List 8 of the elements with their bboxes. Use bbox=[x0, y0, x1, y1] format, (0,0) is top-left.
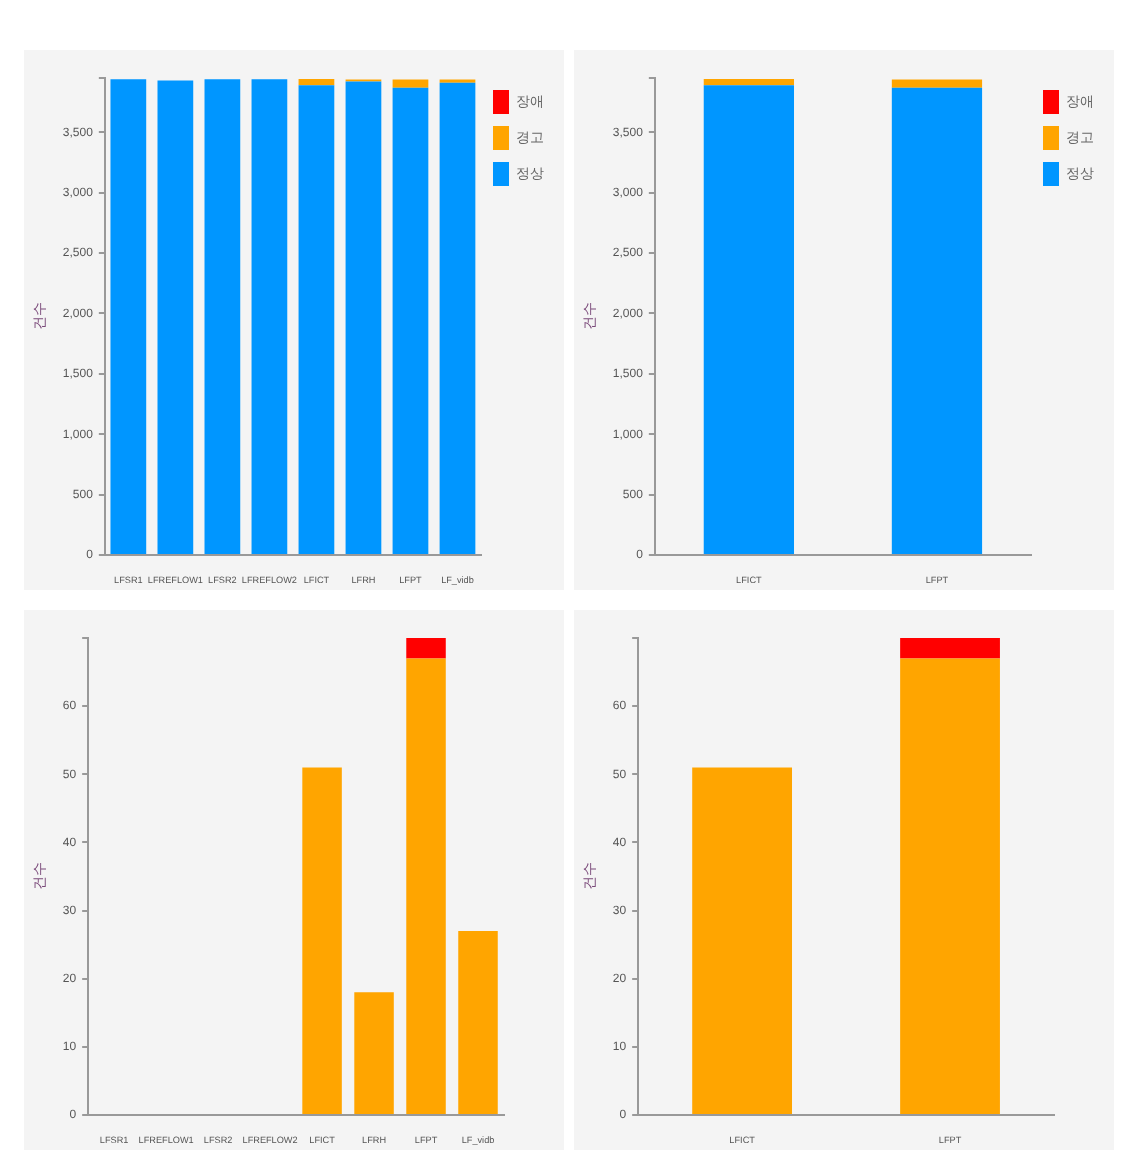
bar bbox=[900, 658, 1000, 1114]
bar bbox=[302, 767, 342, 1114]
bar bbox=[406, 638, 446, 659]
bar bbox=[406, 658, 446, 1114]
bar bbox=[354, 992, 394, 1114]
bar bbox=[692, 767, 793, 1114]
bar bbox=[900, 638, 1000, 659]
bar bbox=[458, 930, 498, 1114]
